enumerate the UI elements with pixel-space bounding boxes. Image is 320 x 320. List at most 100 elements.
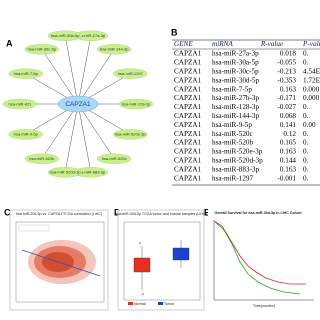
- node-label: hsa-miR-27a-3p: [77, 33, 106, 38]
- node: [8, 68, 43, 79]
- table-cell: CAPZA1: [174, 50, 202, 58]
- node-label: hsa-miR-144-3p: [100, 47, 129, 52]
- node-label: hsa-miR-9-5p: [14, 132, 39, 137]
- table-cell: 0.: [303, 50, 309, 58]
- scatter-panel: hsa-miR-30d-5p vs. CAPZA1 TCGA correlati…: [9, 209, 109, 311]
- column-header: miRNA: [212, 40, 233, 48]
- node-label: hsa-miR-30c-5p: [28, 47, 57, 52]
- node-label: hsa-miR-520d-3p: [50, 170, 82, 175]
- table-cell: 0.000: [303, 94, 320, 102]
- table-cell: CAPZA1: [174, 174, 202, 182]
- panel-letter: C: [4, 207, 11, 217]
- table-cell: -0.001: [277, 174, 296, 182]
- node: [47, 167, 83, 178]
- edge: [64, 35, 79, 105]
- table-cell: hsa-miR-520e-3p: [212, 148, 263, 156]
- panel-letter: A: [6, 38, 13, 48]
- table-cell: CAPZA1: [174, 67, 202, 75]
- node-label: hsa-miR-128-3p: [122, 101, 151, 106]
- table-cell: 4.54E: [303, 67, 320, 75]
- table-cell: 0.165: [280, 139, 297, 147]
- table-cell: 0.: [303, 59, 309, 67]
- table-cell: hsa-miR-1297: [212, 174, 254, 182]
- table-cell: -0.213: [277, 67, 296, 75]
- table-cell: CAPZA1: [174, 165, 202, 173]
- panel-letter: D: [114, 207, 121, 217]
- legend-label: Tumor: [164, 302, 175, 306]
- table-cell: 1.72E: [303, 76, 320, 84]
- node-label: hsa-miR-520b: [29, 156, 55, 161]
- table-cell: 0.: [303, 112, 309, 120]
- table-cell: 0.163: [280, 148, 297, 156]
- table-frame: [172, 39, 320, 186]
- table-cell: CAPZA1: [174, 148, 202, 156]
- table-cell: hsa-miR-520b: [212, 139, 254, 147]
- table-cell: 0.068: [280, 112, 297, 120]
- table-cell: 0.12: [283, 130, 296, 138]
- table-cell: hsa-miR-520d-3p: [212, 156, 263, 164]
- edge: [41, 49, 79, 105]
- column-header: GENE: [174, 40, 193, 48]
- table-cell: hsa-miR-30a-5p: [212, 59, 259, 67]
- table-cell: hsa-miR-27b-3p: [212, 94, 260, 102]
- table-cell: 0.: [303, 174, 309, 182]
- survival-panel: Overall Survival for hsa-miR-30d-5p in L…: [208, 208, 318, 312]
- table-cell: CAPZA1: [174, 103, 202, 111]
- table-cell: 0.: [303, 130, 309, 138]
- table-cell: -0.353: [277, 76, 296, 84]
- table-cell: hsa-miR-27a-3p: [212, 50, 259, 58]
- network: hsa-miR-27a-3p hsa-miR-144-3p hsa-miR-1297…: [2, 30, 154, 178]
- table-cell: 0.: [303, 139, 309, 147]
- edge: [77, 103, 92, 173]
- node-label: hsa-miR-883-3p: [77, 170, 106, 175]
- table-cell: -0.171: [277, 94, 296, 102]
- table-cell: hsa-miR-128-3p: [212, 103, 260, 111]
- table-cell: CAPZA1: [174, 156, 202, 164]
- table-cell: CAPZA1: [174, 94, 202, 102]
- column-header: R-value: [260, 40, 284, 48]
- table-cell: CAPZA1: [174, 59, 202, 67]
- panel-letter: B: [171, 27, 178, 37]
- panel-title: Overall Survival for hsa-miR-30d-5p in L…: [214, 211, 302, 215]
- center-label: CAPZA1: [65, 101, 91, 108]
- table-cell: hsa-miR-7-5p: [212, 85, 252, 93]
- table-cell: 0.: [303, 148, 309, 156]
- table-cell: -0.055: [277, 59, 296, 67]
- table-cell: 0.163: [280, 165, 297, 173]
- node: [8, 129, 43, 140]
- table-cell: 0.163: [280, 85, 297, 93]
- edge: [77, 35, 92, 105]
- panel-letter: E: [204, 207, 210, 217]
- table-cell: hsa-miR-30c-5p: [212, 67, 259, 75]
- table-cell: hsa-miR-883-3p: [212, 165, 260, 173]
- table-cell: hsa-miR-144-3p: [212, 112, 260, 120]
- node-label: hsa-miR-520c: [102, 156, 127, 161]
- center-node: [57, 95, 99, 113]
- table-cell: 0.: [303, 103, 309, 111]
- edge: [77, 49, 115, 105]
- node: [97, 153, 132, 164]
- table-cell: 0.018: [280, 50, 297, 58]
- table: GENE miRNA R-value P-value CAPZA1 hsa-miR-27a…: [174, 40, 320, 182]
- node: [118, 98, 154, 110]
- table-cell: 0.: [303, 165, 309, 173]
- edge: [77, 103, 115, 159]
- table-cell: CAPZA1: [174, 76, 202, 84]
- table-cell: 0.144: [280, 156, 297, 164]
- table-cell: 0.000: [303, 85, 320, 93]
- edge: [64, 103, 79, 173]
- table-cell: CAPZA1: [174, 85, 202, 93]
- table-cell: CAPZA1: [174, 112, 202, 120]
- legend-label: Normal: [134, 302, 146, 306]
- table-cell: 0.00: [303, 121, 316, 129]
- column-header: P-value: [302, 40, 320, 48]
- table-cell: hsa-miR-30d-5p: [212, 76, 260, 84]
- panel-title: hsa-miR-30d-5p TCGA tumor and normal sam…: [115, 212, 207, 216]
- node-label: hsa-miR-7-5p: [14, 71, 39, 76]
- panel-title: hsa-miR-30d-5p vs. CAPZA1 TCGA correlati…: [16, 212, 102, 216]
- node: [97, 44, 132, 55]
- table-cell: CAPZA1: [174, 121, 202, 129]
- x-axis-label: Time(months): [253, 304, 275, 308]
- node: [113, 129, 148, 140]
